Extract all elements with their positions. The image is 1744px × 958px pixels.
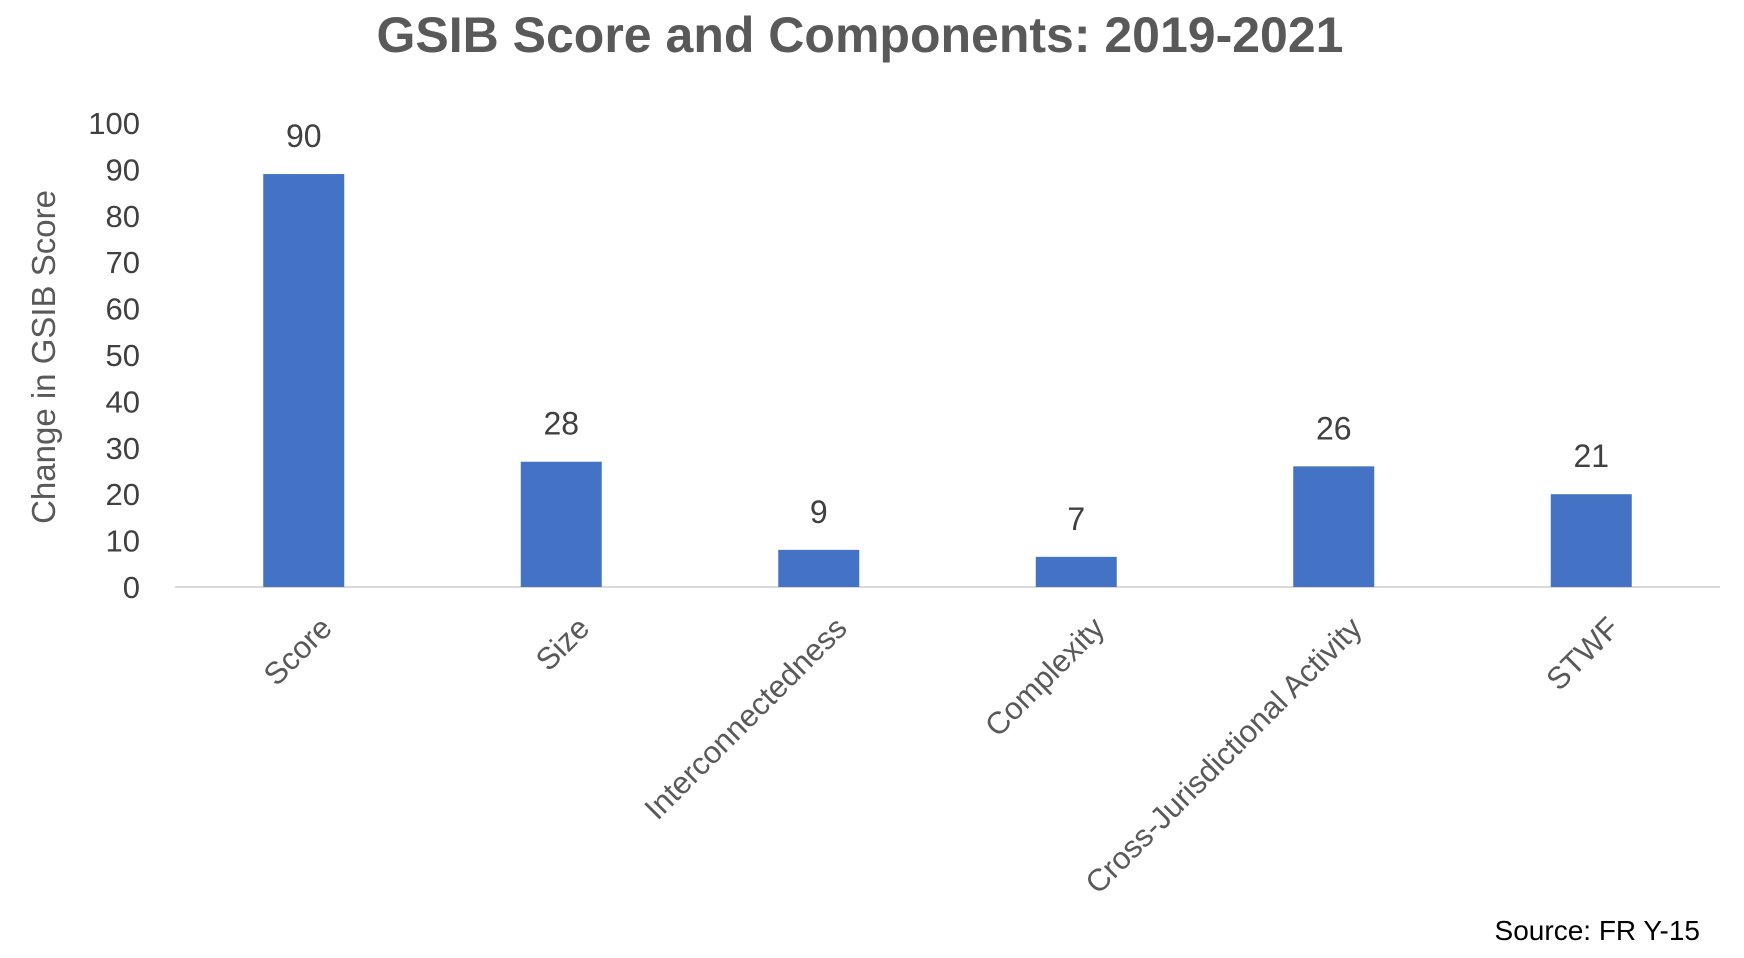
- chart-title: GSIB Score and Components: 2019-2021: [377, 7, 1344, 63]
- data-label: 28: [543, 406, 579, 442]
- y-tick-label: 20: [106, 477, 140, 512]
- bar: [1035, 556, 1117, 587]
- y-tick-label: 50: [106, 338, 140, 373]
- y-axis-label: Change in GSIB Score: [25, 190, 62, 524]
- y-tick-label: 80: [106, 199, 140, 234]
- data-label: 9: [810, 494, 828, 530]
- bar: [1293, 466, 1375, 587]
- bar: [778, 549, 860, 587]
- data-label: 7: [1067, 501, 1085, 537]
- y-tick-label: 30: [106, 431, 140, 466]
- x-tick-label: Interconnectedness: [638, 610, 854, 826]
- data-label: 26: [1316, 410, 1352, 446]
- source-note: Source: FR Y-15: [1495, 915, 1700, 946]
- y-tick-label: 70: [106, 245, 140, 280]
- bars-group: [263, 174, 1632, 588]
- bar: [263, 174, 345, 588]
- data-label: 21: [1573, 438, 1609, 474]
- y-tick-label: 10: [106, 524, 140, 559]
- y-tick-label: 60: [106, 292, 140, 327]
- x-tick-label: Cross-Jurisdictional Activity: [1078, 610, 1369, 901]
- data-labels-group: 90 28 9 7 26 21: [286, 118, 1609, 537]
- data-label: 90: [286, 118, 322, 154]
- category-labels-group: Score Size Interconnectedness ComplexityCro…: [257, 610, 1627, 901]
- x-tick-label: Score: [257, 610, 339, 692]
- bar: [1550, 494, 1632, 587]
- bar: [520, 461, 602, 587]
- x-tick-label: STWF: [1539, 610, 1626, 697]
- y-tick-label: 40: [106, 384, 140, 419]
- y-tick-label: 100: [88, 106, 140, 141]
- x-tick-label: Complexity: [978, 610, 1112, 744]
- y-tick-label: 90: [106, 152, 140, 187]
- y-axis-ticks: 0 10 20 30 40 50 60 70 80 90 100: [88, 106, 140, 605]
- y-tick-label: 0: [123, 570, 140, 605]
- x-tick-label: Size: [529, 610, 596, 677]
